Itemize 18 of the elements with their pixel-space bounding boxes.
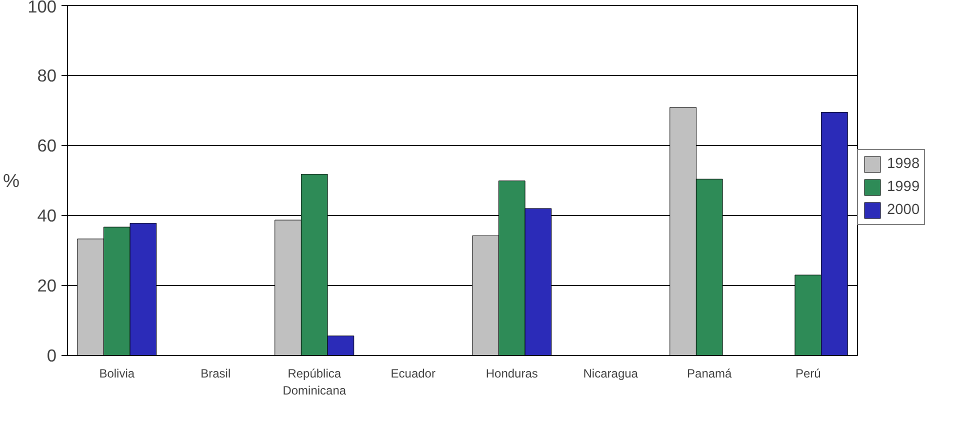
legend-label: 1999 [887, 179, 920, 195]
y-axis-title: % [3, 170, 20, 191]
y-tick-label: 100 [28, 0, 57, 16]
legend-label: 2000 [887, 202, 920, 218]
y-tick-label: 40 [37, 206, 57, 226]
x-tick-label: Perú [795, 366, 821, 380]
x-tick-label: Bolivia [99, 366, 135, 380]
x-tick-label: Honduras [486, 366, 538, 380]
x-tick-label: Ecuador [390, 366, 436, 380]
y-tick-label: 80 [37, 66, 57, 86]
legend-label: 1998 [887, 156, 920, 172]
y-tick-label: 60 [37, 136, 57, 156]
x-tick-label: República Dominicana [282, 366, 346, 398]
y-tick-label: 20 [37, 276, 57, 296]
x-tick-label: Nicaragua [583, 366, 638, 380]
y-tick-label: 0 [46, 346, 57, 366]
x-tick-label: Panamá [687, 366, 732, 380]
x-tick-label: Brasil [200, 366, 231, 380]
